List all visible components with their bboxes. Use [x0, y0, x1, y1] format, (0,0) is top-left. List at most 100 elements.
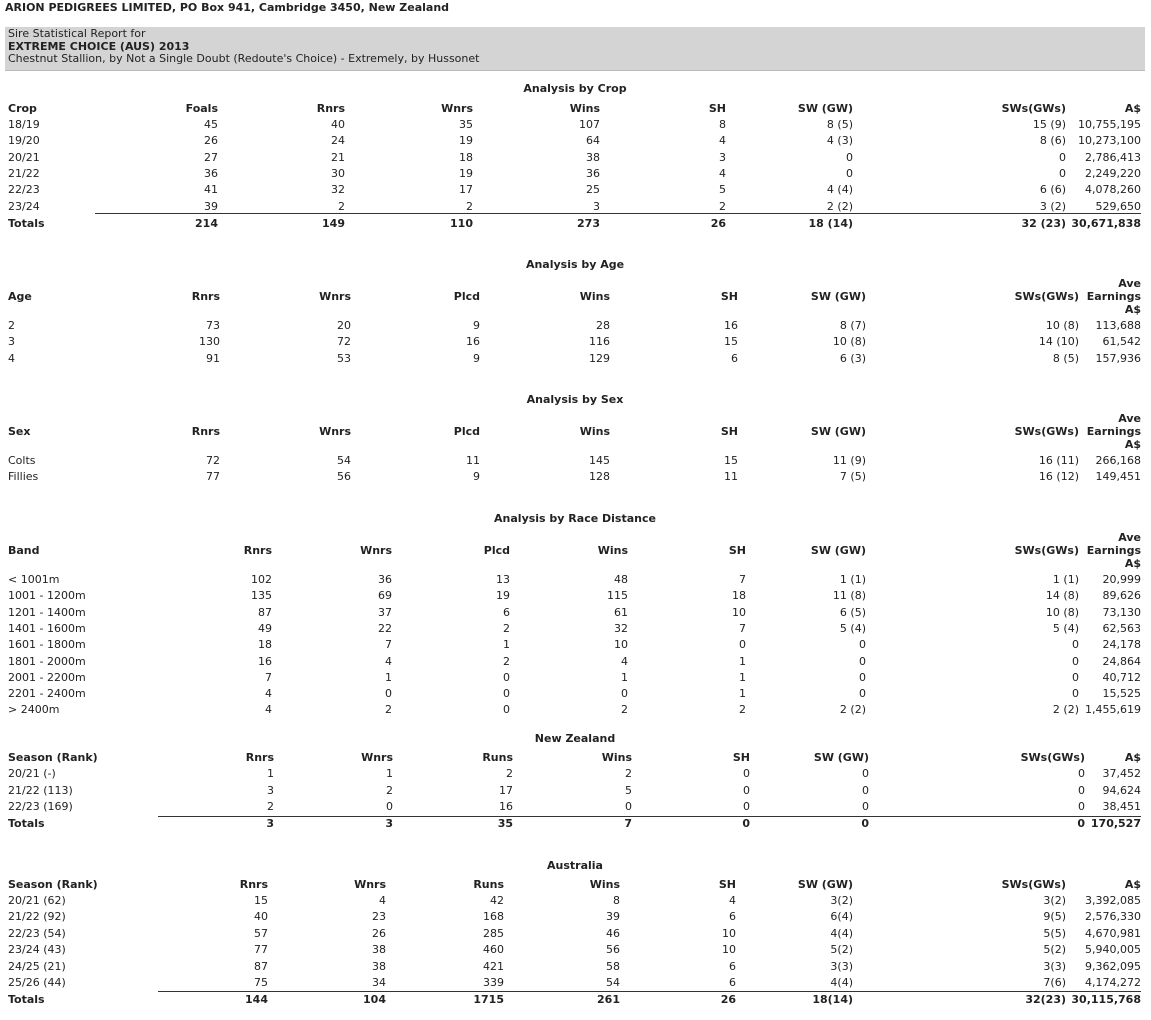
cell: 0	[503, 670, 510, 684]
cell: 46	[606, 926, 620, 940]
totals-label: Totals	[8, 217, 45, 230]
cell: 2	[338, 199, 345, 213]
cell: 7	[385, 638, 392, 652]
total-cell: 18(14)	[812, 993, 853, 1006]
cell: 116	[589, 335, 610, 349]
cell: 1	[739, 654, 746, 668]
total-cell: 261	[597, 993, 620, 1006]
row-label: 1201 - 1400m	[8, 605, 86, 619]
cell: 62,563	[1102, 621, 1142, 635]
cell: 9(5)	[1043, 910, 1066, 924]
column-header: SWs(GWs)	[1001, 102, 1066, 115]
cell: 107	[579, 118, 600, 131]
row-label: 25/26 (44)	[8, 976, 66, 989]
cell: 26	[372, 926, 386, 940]
cell: 168	[483, 910, 504, 924]
cell: 129	[589, 351, 610, 365]
cell: 10,273,100	[1078, 134, 1141, 148]
cell: 9,362,095	[1085, 959, 1141, 973]
total-cell: 170,527	[1090, 817, 1141, 830]
cell: 2,576,330	[1085, 910, 1141, 924]
row-label: 22/23	[8, 183, 40, 197]
cell: 87	[254, 959, 268, 973]
cell: 10	[722, 926, 736, 940]
cell: 16	[499, 800, 513, 813]
cell: 1	[503, 638, 510, 652]
row-label: 23/24 (43)	[8, 943, 66, 957]
column-header: SH	[728, 544, 746, 557]
column-header: Rnrs	[191, 290, 220, 303]
cell: 23	[372, 910, 386, 924]
cell: 18	[732, 589, 746, 603]
totals-label: Totals	[8, 993, 45, 1006]
column-header: SH	[720, 425, 738, 438]
column-header: SWs(GWs)	[1001, 878, 1066, 891]
column-header: Season (Rank)	[8, 751, 98, 764]
cell: 10 (8)	[1045, 319, 1079, 332]
column-header: Rnrs	[316, 102, 345, 115]
cell: 73,130	[1102, 605, 1142, 619]
cell: 15 (9)	[1032, 118, 1066, 131]
cell: 4(4)	[830, 976, 853, 989]
column-header: Plcd	[483, 544, 510, 557]
cell: 11 (9)	[832, 454, 866, 467]
column-header: SW (GW)	[813, 751, 869, 764]
column-header: Plcd	[453, 425, 480, 438]
column-header: SWs(GWs)	[1014, 290, 1079, 303]
row-label: 20/21 (62)	[8, 894, 66, 907]
total-cell: 30,115,768	[1071, 993, 1141, 1006]
cell: 5 (4)	[839, 621, 866, 635]
cell: 61	[614, 605, 628, 619]
cell: 1,455,619	[1085, 703, 1141, 717]
total-cell: 30,671,838	[1071, 217, 1141, 230]
column-header: Rnrs	[245, 751, 274, 764]
cell: 8 (5)	[826, 118, 853, 131]
total-cell: 7	[624, 817, 632, 830]
total-cell: 214	[195, 217, 218, 230]
cell: 48	[614, 573, 628, 586]
cell: 3 (2)	[1039, 199, 1066, 213]
section-title: Analysis by Crop	[523, 82, 627, 95]
column-header: SWs(GWs)	[1014, 544, 1079, 557]
column-header: Plcd	[453, 290, 480, 303]
cell: 0	[1072, 638, 1079, 652]
cell: 113,688	[1095, 319, 1142, 332]
cell: 35	[459, 118, 473, 131]
cell: 9	[473, 470, 480, 484]
cell: 0	[385, 687, 392, 701]
cell: 0	[625, 800, 632, 813]
cell: 1	[621, 670, 628, 684]
cell: 69	[378, 589, 392, 603]
cell: 40	[331, 118, 345, 131]
cell: 3	[593, 199, 600, 213]
column-header: Wnrs	[360, 544, 392, 557]
column-header: SH	[720, 290, 738, 303]
cell: 2	[719, 199, 726, 213]
column-header: Runs	[482, 751, 513, 764]
total-cell: 32 (23)	[1021, 217, 1067, 230]
cell: 4	[265, 687, 272, 701]
cell: 15,525	[1102, 687, 1142, 701]
cell: 0	[846, 150, 853, 164]
cell: 14 (8)	[1045, 589, 1079, 603]
total-cell: 1715	[473, 993, 504, 1006]
cell: 0	[1059, 166, 1066, 180]
column-header: SW (GW)	[810, 290, 866, 303]
cell: 0	[739, 638, 746, 652]
cell: 3(2)	[1043, 894, 1066, 907]
column-header: Wins	[597, 544, 628, 557]
cell: 4	[719, 134, 726, 148]
row-label: > 2400m	[8, 703, 60, 717]
cell: 421	[483, 959, 504, 973]
cell: 3,392,085	[1085, 894, 1141, 907]
cell: 19	[496, 589, 510, 603]
cell: 6	[729, 910, 736, 924]
column-header: A$	[1124, 303, 1141, 316]
cell: 2,786,413	[1085, 150, 1141, 164]
cell: 11	[724, 470, 738, 484]
cell: 24,178	[1102, 638, 1142, 652]
cell: 1	[739, 687, 746, 701]
cell: 37,452	[1102, 767, 1142, 780]
cell: 4,174,272	[1085, 976, 1141, 989]
